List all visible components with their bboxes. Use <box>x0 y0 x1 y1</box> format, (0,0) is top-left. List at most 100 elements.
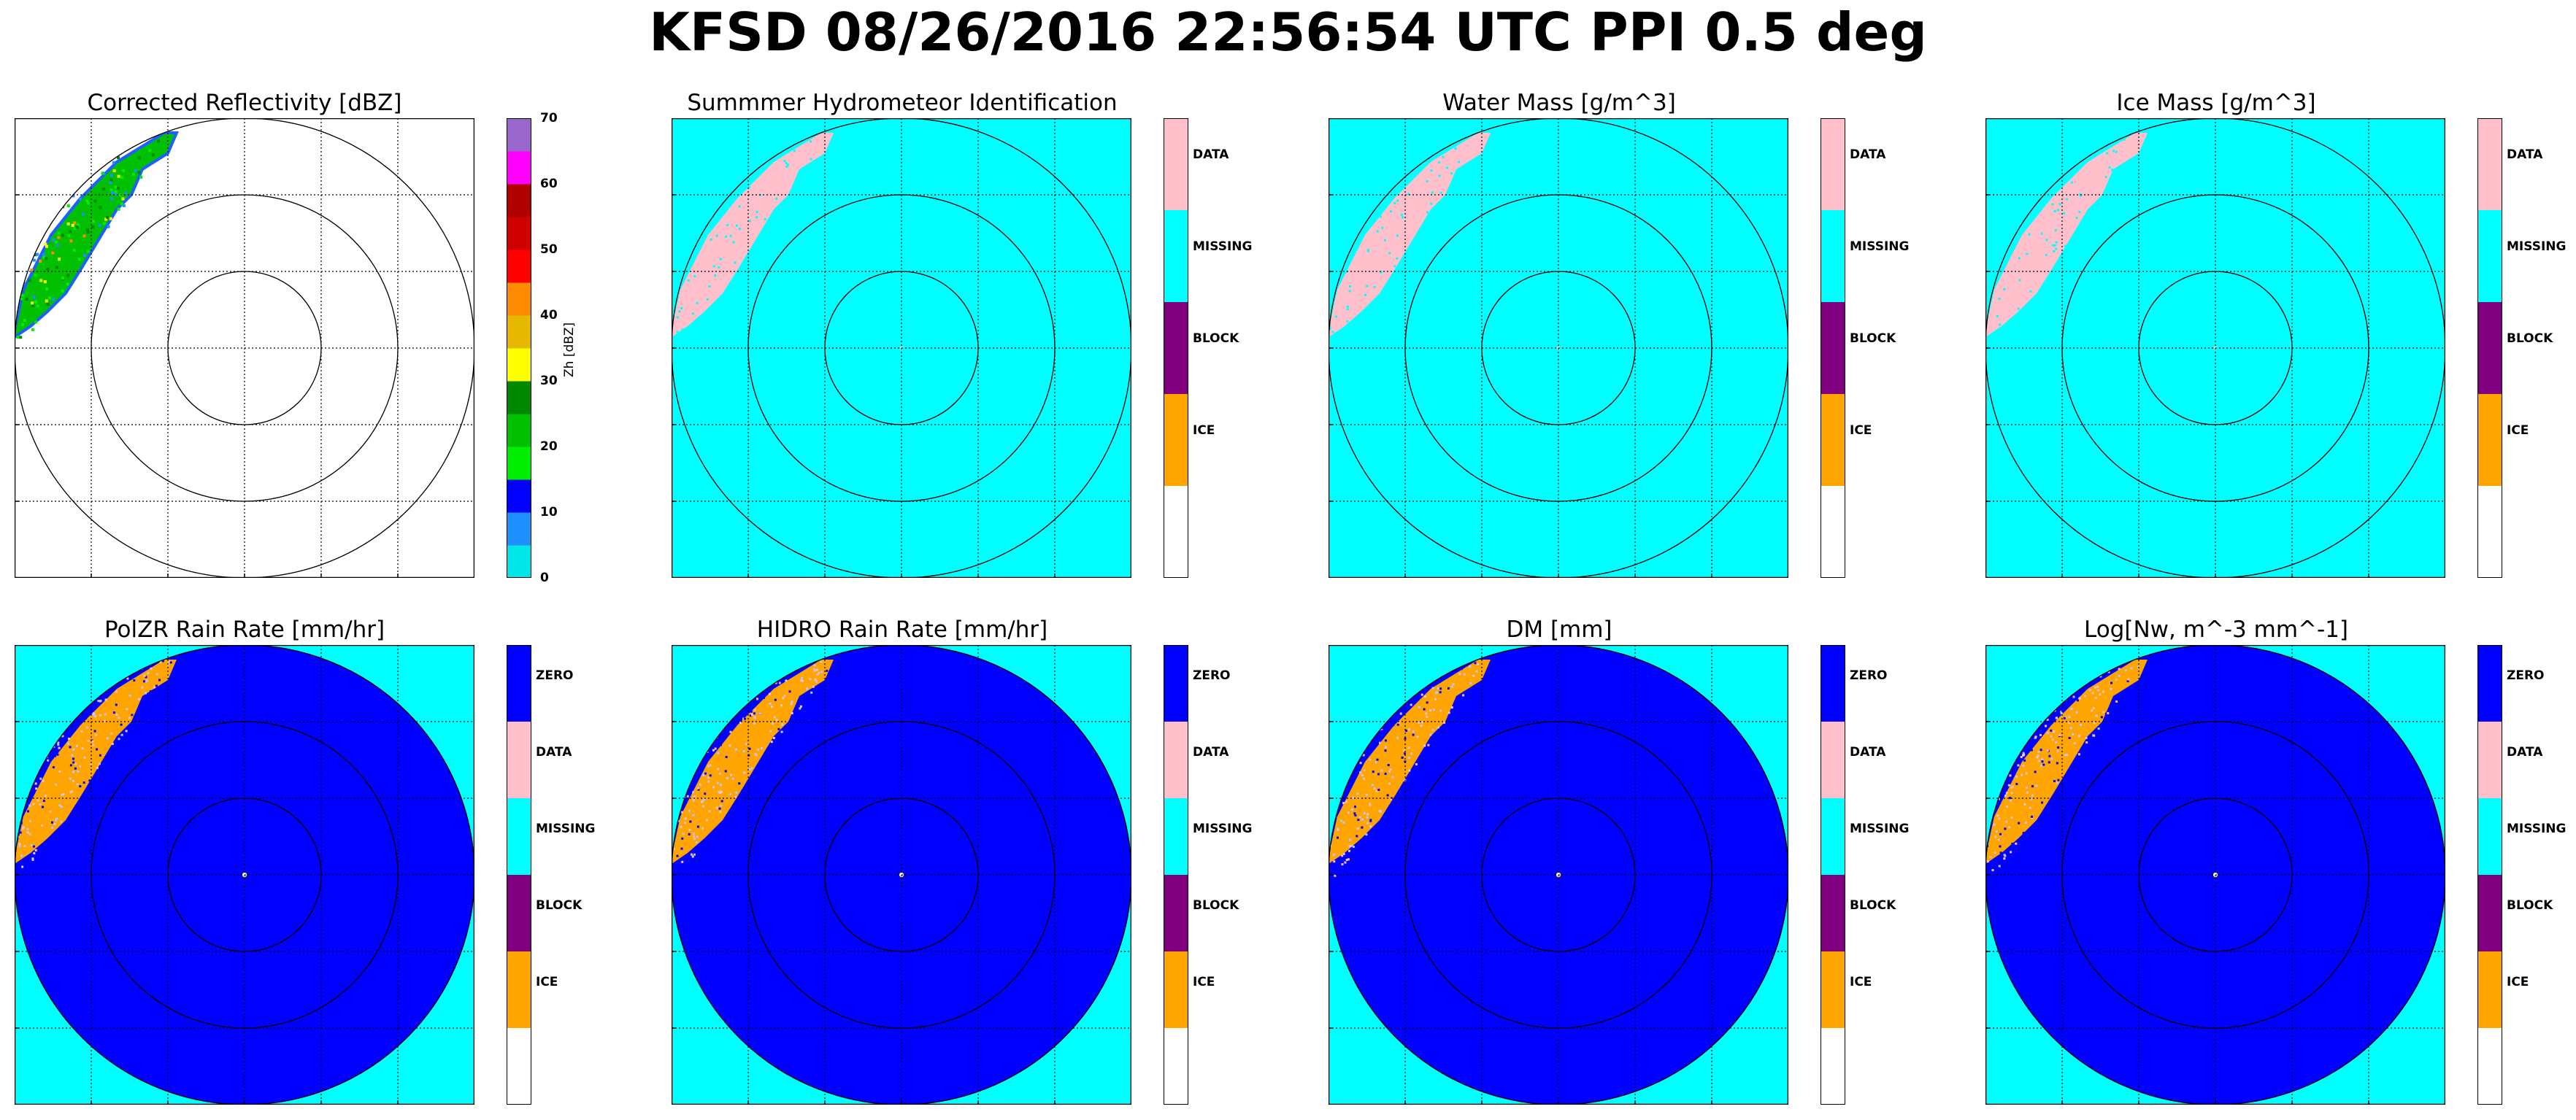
echo-pixel <box>34 300 37 304</box>
echo-pixel <box>2050 757 2053 760</box>
echo-pixel <box>51 251 55 255</box>
echo-pixel <box>61 233 64 237</box>
echo-pixel <box>2079 193 2082 196</box>
echo-pixel <box>66 742 69 745</box>
colorbar-tick-label: 60 <box>540 177 558 191</box>
echo-pixel <box>687 279 690 282</box>
colorbar-tick-label: 70 <box>540 111 558 125</box>
echo-pixel <box>52 239 55 242</box>
colorbar-category-label: BLOCK <box>2507 331 2553 347</box>
echo-pixel <box>69 791 72 794</box>
echo-pixel <box>66 204 70 208</box>
echo-pixel <box>1344 861 1347 864</box>
echo-pixel <box>2022 832 2025 835</box>
echo-pixel <box>681 837 684 840</box>
echo-pixel <box>1377 788 1380 791</box>
echo-pixel <box>133 679 136 682</box>
echo-pixel <box>1994 835 1997 838</box>
echo-pixel <box>2021 773 2023 776</box>
echo-pixel <box>2123 138 2126 141</box>
colorbar-segment <box>507 282 531 316</box>
echo-pixel <box>742 717 745 720</box>
echo-pixel <box>1361 818 1364 821</box>
echo-pixel <box>2024 821 2027 824</box>
echo-pixel <box>1416 735 1419 738</box>
echo-pixel <box>683 857 685 860</box>
echo-pixel <box>1384 772 1387 775</box>
echo-pixel <box>2053 730 2056 733</box>
echo-pixel <box>20 297 23 301</box>
echo-pixel <box>2046 718 2049 721</box>
echo-pixel <box>1434 698 1437 700</box>
echo-pixel <box>2051 738 2054 741</box>
echo-pixel <box>708 810 711 813</box>
echo-pixel <box>1995 830 1998 833</box>
echo-pixel <box>1404 760 1407 763</box>
echo-pixel <box>1437 726 1439 729</box>
echo-pixel <box>689 820 692 823</box>
echo-pixel <box>2053 209 2056 212</box>
echo-pixel <box>772 737 775 740</box>
echo-pixel <box>816 673 819 676</box>
colorbar-category-label: BLOCK <box>536 898 583 913</box>
echo-pixel <box>20 822 23 824</box>
echo-pixel <box>60 806 63 808</box>
echo-pixel <box>1402 749 1405 752</box>
echo-pixel <box>1362 754 1365 757</box>
echo-pixel <box>1993 851 1996 854</box>
echo-pixel <box>1439 687 1442 690</box>
echo-pixel <box>747 754 750 757</box>
echo-pixel <box>717 768 720 771</box>
echo-pixel <box>86 250 90 253</box>
echo-pixel <box>684 817 687 820</box>
echo-pixel <box>1337 828 1339 831</box>
echo-pixel <box>720 800 723 803</box>
panel-title-dm: DM [mm] <box>1506 617 1612 643</box>
echo-pixel <box>117 207 120 211</box>
echo-pixel <box>1346 305 1349 308</box>
echo-pixel <box>1329 863 1332 866</box>
echo-pixel <box>120 733 123 736</box>
echo-pixel <box>2082 220 2085 223</box>
echo-pixel <box>53 822 56 825</box>
echo-pixel <box>1352 845 1355 848</box>
echo-pixel <box>1436 691 1439 694</box>
range-ring <box>167 797 322 952</box>
echo-pixel <box>1460 668 1463 671</box>
echo-pixel <box>1427 744 1430 746</box>
echo-pixel <box>1334 874 1337 877</box>
echo-pixel <box>1366 816 1369 819</box>
echo-pixel <box>145 676 147 679</box>
echo-pixel <box>79 785 82 788</box>
echo-pixel <box>1366 822 1369 824</box>
echo-pixel <box>85 199 89 203</box>
echo-pixel <box>806 687 809 690</box>
echo-pixel <box>104 713 107 716</box>
echo-pixel <box>2065 198 2068 201</box>
echo-pixel <box>812 685 815 688</box>
echo-pixel <box>2018 279 2021 282</box>
colorbar-segment <box>507 512 531 546</box>
echo-pixel <box>676 316 679 319</box>
range-ring <box>2138 797 2293 952</box>
echo-pixel <box>810 691 813 694</box>
echo-pixel <box>1332 865 1335 868</box>
echo-pixel <box>758 712 761 715</box>
echo-pixel <box>32 296 36 299</box>
echo-pixel <box>46 302 50 306</box>
echo-pixel <box>1342 853 1345 856</box>
colorbar-category-label: DATA <box>2507 147 2543 163</box>
colorbar-segment <box>1820 302 1845 395</box>
echo-pixel <box>2056 750 2059 753</box>
echo-pixel <box>2118 674 2121 677</box>
echo-pixel <box>2094 696 2097 699</box>
echo-pixel <box>40 824 43 827</box>
echo-pixel <box>704 772 707 775</box>
echo-pixel <box>1383 239 1386 242</box>
echo-pixel <box>2055 247 2058 250</box>
colorbar-frame <box>2477 645 2502 1105</box>
colorbar-category-label: BLOCK <box>1850 898 1896 913</box>
echo-pixel <box>693 853 696 856</box>
echo-pixel <box>2018 822 2021 824</box>
echo-pixel <box>77 770 80 773</box>
